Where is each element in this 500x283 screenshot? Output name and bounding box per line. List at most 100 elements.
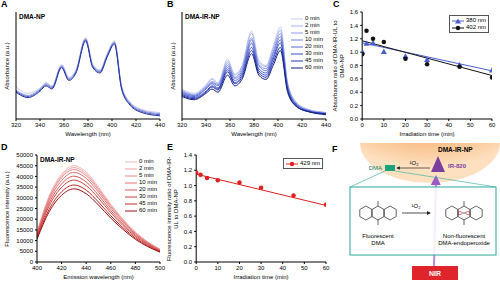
svg-text:1.4: 1.4 [350,23,359,29]
svg-text:340: 340 [201,122,212,128]
svg-text:10000: 10000 [16,238,33,244]
svg-text:20000: 20000 [16,216,33,222]
svg-text:1.0: 1.0 [350,49,359,55]
svg-text:60: 60 [323,265,330,271]
svg-text:1.2: 1.2 [350,36,359,42]
html-text:60 min: 60 min [305,64,323,70]
svg-text:0.8: 0.8 [350,63,359,69]
svg-text:40000: 40000 [16,174,33,180]
svg-text:DMA: DMA [371,240,384,246]
svg-text:DMA-IR-NP: DMA-IR-NP [438,146,473,153]
svg-text:O: O [458,210,462,216]
svg-text:420: 420 [57,265,68,271]
svg-text:380: 380 [249,122,260,128]
svg-text:DMA: DMA [369,165,382,171]
svg-text:IR-820: IR-820 [448,163,467,169]
svg-text:45000: 45000 [16,163,33,169]
svg-text:0.4: 0.4 [350,89,359,95]
html-text:Absorbance (a.u.): Absorbance (a.u.) [169,41,176,90]
svg-text:5000: 5000 [20,248,34,254]
svg-text:O: O [466,210,470,216]
svg-text:30: 30 [258,265,265,271]
svg-text:500: 500 [155,265,166,271]
svg-text:Non-fluorescent: Non-fluorescent [443,233,486,239]
svg-text:1.6: 1.6 [350,9,359,15]
svg-text:360: 360 [225,122,236,128]
html-text:Absorbance (a.u.): Absorbance (a.u.) [3,41,10,90]
html-text:C: C [333,0,340,9]
html-text:2 min: 2 min [305,22,320,28]
svg-text:40: 40 [445,122,452,128]
svg-text:0.8: 0.8 [184,198,193,204]
html-text:B: B [167,0,174,9]
html-text:Irradiation time (min): Irradiation time (min) [399,131,455,137]
html-text:45 min: 45 min [305,57,323,63]
svg-text:0.2: 0.2 [184,244,193,250]
html-text:Absorbance ratio of DMA-IR-UL: Absorbance ratio of DMA-IR-UL to DMA-NP [332,19,345,112]
svg-text:380: 380 [83,122,94,128]
svg-text:400: 400 [107,122,118,128]
svg-text:50: 50 [301,265,308,271]
svg-text:35000: 35000 [16,184,33,190]
svg-text:420: 420 [131,122,142,128]
svg-text:1.2: 1.2 [184,167,193,173]
svg-text:NIR: NIR [429,270,441,277]
html-text:Wavelength (nm): Wavelength (nm) [65,131,111,137]
svg-text:50000: 50000 [16,152,33,158]
svg-text:1.4: 1.4 [184,152,193,158]
svg-text:60: 60 [489,122,492,128]
svg-text:360: 360 [59,122,70,128]
svg-text:0.6: 0.6 [184,213,193,219]
html-text:DMA-NP: DMA-NP [19,13,45,20]
html-text:A: A [1,0,8,9]
svg-text:320: 320 [11,122,22,128]
svg-text:0: 0 [195,265,199,271]
svg-text:¹O₂: ¹O₂ [412,203,422,209]
html-text:5 min: 5 min [305,29,320,35]
svg-text:400: 400 [32,265,43,271]
svg-text:¹O₂: ¹O₂ [410,160,420,166]
svg-text:400: 400 [273,122,284,128]
svg-text:30: 30 [424,122,431,128]
svg-text:DMA-endoperoxide: DMA-endoperoxide [438,240,490,246]
svg-text:Fluorescent: Fluorescent [362,233,394,239]
svg-text:320: 320 [177,122,188,128]
svg-text:10: 10 [214,265,221,271]
svg-text:0.0: 0.0 [350,116,359,122]
html-text:10 min: 10 min [305,36,323,42]
svg-text:0.2: 0.2 [350,103,359,109]
svg-text:1.0: 1.0 [184,183,193,189]
svg-text:440: 440 [155,122,166,128]
html-text:D: D [1,142,8,152]
html-text:DMA-IR-NP: DMA-IR-NP [185,13,220,20]
svg-text:440: 440 [321,122,332,128]
svg-text:0.6: 0.6 [350,76,359,82]
svg-text:25000: 25000 [16,206,33,212]
html-text:0 min: 0 min [305,15,320,21]
svg-text:420: 420 [297,122,308,128]
html-text:380 nm: 380 nm [466,17,486,23]
svg-text:480: 480 [130,265,141,271]
svg-text:50: 50 [467,122,474,128]
svg-text:15000: 15000 [16,227,33,233]
html-text:402 nm: 402 nm [466,24,486,30]
svg-text:20: 20 [402,122,409,128]
svg-text:20: 20 [236,265,243,271]
html-text:30 min: 30 min [305,50,323,56]
html-text:DMA-IR-NP: DMA-IR-NP [40,156,75,163]
svg-text:0.0: 0.0 [184,259,193,265]
svg-text:460: 460 [106,265,117,271]
svg-text:F: F [332,144,338,154]
html-text:Fluorescence intensity (a.u.): Fluorescence intensity (a.u.) [3,170,10,247]
svg-text:340: 340 [35,122,46,128]
svg-text:40: 40 [279,265,286,271]
svg-text:30000: 30000 [16,195,33,201]
svg-text:0: 0 [30,259,34,265]
svg-text:0: 0 [361,122,365,128]
html-text:20 min: 20 min [305,43,323,49]
svg-text:0.4: 0.4 [184,229,193,235]
svg-text:10: 10 [380,122,387,128]
html-text:Fluorescence intensity ratio o: Fluorescence intensity ratio of DMA-IR-U… [166,156,179,261]
html-text:Wavelength (nm): Wavelength (nm) [231,131,277,137]
svg-text:440: 440 [81,265,92,271]
